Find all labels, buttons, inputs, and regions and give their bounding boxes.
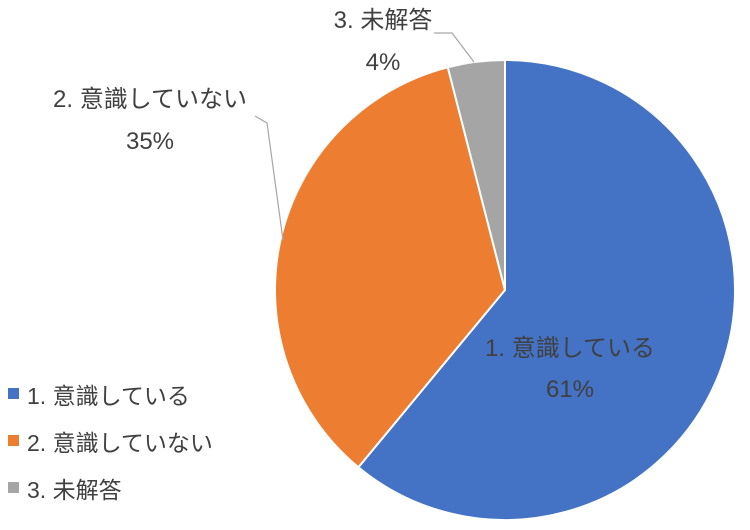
leader-line-not-conscious [254,115,284,241]
pie-slice-conscious[interactable] [357,59,736,521]
data-label-unanswered-category: 3. 未解答 [333,7,433,34]
legend-item-unanswered[interactable]: 3. 未解答 [8,471,213,504]
leader-line-unanswered [434,32,475,63]
legend-label-not-conscious: 2. 意識していない [27,429,213,456]
data-label-not-conscious-percent: 35% [125,128,175,155]
pie-slice-unanswered[interactable] [446,59,506,291]
data-label-conscious: 1. 意識している 61% [450,328,690,410]
data-label-conscious-category: 1. 意識している [485,335,655,362]
data-label-unanswered-percent: 4% [365,49,401,76]
legend: 1. 意識している 2. 意識していない 3. 未解答 [8,377,213,518]
legend-marker-unanswered [8,482,19,493]
data-label-not-conscious: 2. 意識していない 35% [30,79,270,163]
legend-item-conscious[interactable]: 1. 意識している [8,377,213,410]
legend-marker-not-conscious [8,435,19,446]
pie-slice-not-conscious[interactable] [274,66,506,469]
data-label-conscious-percent: 61% [545,376,595,403]
legend-label-unanswered: 3. 未解答 [27,476,122,503]
legend-label-conscious: 1. 意識している [27,382,190,409]
legend-item-not-conscious[interactable]: 2. 意識していない [8,424,213,457]
data-label-unanswered: 3. 未解答 4% [283,0,483,84]
legend-marker-conscious [8,388,19,399]
data-label-not-conscious-category: 2. 意識していない [53,86,247,113]
